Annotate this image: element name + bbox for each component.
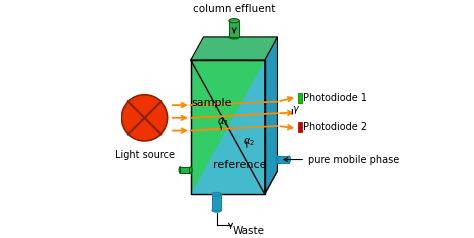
Bar — [229, 21, 239, 37]
Ellipse shape — [288, 156, 291, 163]
Polygon shape — [191, 60, 265, 194]
Text: column effluent: column effluent — [193, 4, 275, 14]
Polygon shape — [191, 60, 265, 194]
Text: $\alpha_1$: $\alpha_1$ — [217, 116, 229, 128]
Bar — [212, 194, 221, 210]
Ellipse shape — [179, 167, 182, 173]
Polygon shape — [265, 37, 277, 194]
Text: Light source: Light source — [115, 150, 174, 160]
Text: sample: sample — [191, 98, 232, 108]
Text: Photodiode 2: Photodiode 2 — [303, 122, 367, 132]
Bar — [180, 167, 191, 173]
Ellipse shape — [190, 167, 192, 173]
Text: Waste: Waste — [233, 226, 265, 236]
Ellipse shape — [276, 156, 279, 163]
Polygon shape — [191, 37, 277, 60]
Text: Photodiode 1: Photodiode 1 — [303, 93, 367, 103]
Text: pure mobile phase: pure mobile phase — [308, 154, 399, 164]
Ellipse shape — [121, 95, 168, 141]
Text: $\alpha_2$: $\alpha_2$ — [243, 136, 255, 148]
Ellipse shape — [212, 192, 221, 196]
Ellipse shape — [229, 19, 239, 23]
Bar — [277, 156, 289, 163]
Bar — [298, 93, 301, 103]
Text: $\gamma$: $\gamma$ — [292, 104, 300, 116]
Ellipse shape — [229, 35, 239, 39]
Bar — [298, 122, 301, 132]
Text: reference: reference — [212, 160, 266, 170]
Ellipse shape — [212, 208, 221, 212]
